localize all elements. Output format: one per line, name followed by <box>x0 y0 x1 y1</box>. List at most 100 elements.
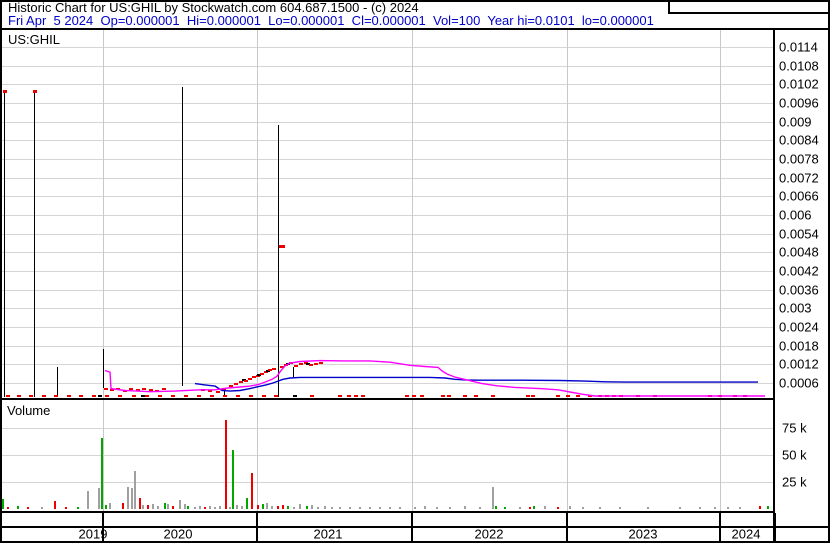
volume-bar <box>236 504 238 509</box>
close-mark <box>132 395 136 397</box>
close-mark <box>463 395 467 397</box>
close-mark <box>29 395 33 397</box>
close-mark <box>405 395 409 397</box>
close-mark <box>576 395 580 397</box>
close-mark <box>272 367 276 370</box>
close-mark <box>79 395 83 397</box>
price-axis-label: 0.0054 <box>779 226 819 242</box>
header-separator <box>0 28 830 30</box>
volume-bar <box>229 506 231 509</box>
close-mark <box>619 395 623 397</box>
close-mark <box>598 395 602 397</box>
volume-bar <box>122 502 124 509</box>
volume-bar <box>109 502 111 509</box>
volume-bar <box>424 505 426 509</box>
volume-bar <box>299 503 301 509</box>
close-mark <box>708 395 712 397</box>
border-bottom <box>0 541 830 543</box>
year-label: 2019 <box>78 526 108 542</box>
price-axis-label: 0.0114 <box>779 39 818 55</box>
close-mark <box>293 395 297 397</box>
year-tick <box>774 513 776 526</box>
price-gridline <box>2 103 773 104</box>
volume-axis-label: 50 k <box>782 447 807 463</box>
close-mark <box>420 395 424 397</box>
volume-bar <box>436 506 438 509</box>
close-mark <box>294 364 298 367</box>
close-mark <box>244 379 248 382</box>
year-tick <box>566 513 568 526</box>
volume-bar <box>379 507 381 509</box>
close-mark <box>98 395 102 397</box>
border-right <box>828 0 830 543</box>
volume-bar <box>127 487 129 509</box>
volume-pane-label: Volume <box>7 403 51 418</box>
header-corner-divider-v <box>668 0 670 13</box>
high-low-spike <box>103 348 104 388</box>
volume-bar <box>134 471 136 509</box>
volume-bar <box>349 506 351 509</box>
year-cell-divider <box>774 528 776 541</box>
year-cell-divider <box>256 528 258 541</box>
close-mark <box>184 395 188 397</box>
price-axis-label: 0.0012 <box>779 356 819 372</box>
close-mark <box>636 395 640 397</box>
volume-bar <box>251 473 253 509</box>
price-gridline <box>2 47 773 48</box>
year-cell-divider <box>566 528 568 541</box>
price-axis-label: 0.0078 <box>779 151 819 167</box>
volume-bar <box>557 506 559 509</box>
year-gridline <box>103 30 104 398</box>
year-label: 2020 <box>163 526 193 542</box>
volume-bar <box>599 506 601 509</box>
volume-bar <box>271 506 273 509</box>
volume-bar <box>464 505 466 509</box>
volume-bar <box>187 505 189 509</box>
high-low-spike <box>182 87 183 387</box>
volume-bar <box>147 504 149 509</box>
close-mark <box>289 362 293 365</box>
volume-bar <box>714 506 716 509</box>
price-axis-label: 0.0042 <box>779 263 819 279</box>
close-mark <box>216 390 220 393</box>
year-gridline <box>257 30 258 398</box>
close-mark <box>309 363 313 366</box>
volume-bar <box>262 503 264 509</box>
close-mark <box>252 376 256 379</box>
border-top <box>0 0 830 2</box>
volume-bar <box>759 505 761 509</box>
volume-bar <box>727 506 729 509</box>
volume-bar <box>152 503 154 509</box>
close-mark <box>566 395 570 397</box>
volume-bar <box>679 506 681 509</box>
volume-axis-label: 25 k <box>782 474 807 490</box>
price-gridline <box>2 233 773 235</box>
volume-axis-line <box>0 511 775 513</box>
pane-separator <box>0 398 775 400</box>
volume-bar <box>519 506 521 509</box>
price-gridline <box>2 196 773 198</box>
price-gridline <box>2 140 773 142</box>
close-mark <box>123 390 127 393</box>
volume-bar <box>359 507 361 509</box>
volume-bar <box>142 504 144 509</box>
volume-bar <box>317 506 319 509</box>
close-mark <box>17 395 21 397</box>
year-gridline <box>567 400 568 511</box>
close-mark <box>319 362 323 365</box>
volume-bar <box>101 437 103 509</box>
price-gridline <box>2 383 773 384</box>
price-gridline <box>2 364 773 366</box>
volume-bar <box>41 507 43 509</box>
close-mark <box>280 365 284 368</box>
price-gridline <box>2 327 773 328</box>
close-mark <box>129 388 133 391</box>
volume-gridline <box>2 455 773 456</box>
close-mark <box>447 395 451 397</box>
price-gridline <box>2 177 773 179</box>
volume-bar <box>65 506 67 509</box>
volume-bar <box>389 506 391 509</box>
volume-bar <box>492 487 494 509</box>
close-mark <box>314 362 318 365</box>
close-mark <box>118 395 122 397</box>
